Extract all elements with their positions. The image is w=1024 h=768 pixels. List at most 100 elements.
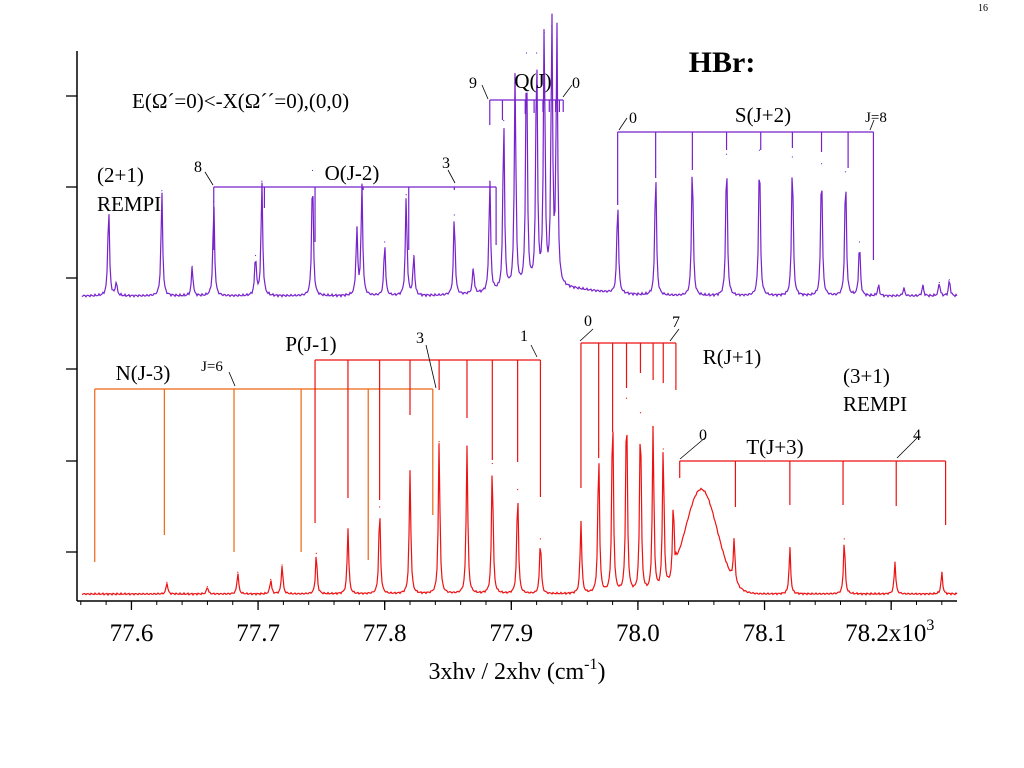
branch-end-label: 3: [416, 330, 424, 347]
spectrum-peak: [543, 32, 545, 34]
spectrum-peak: [503, 119, 505, 122]
spectra: [81, 13, 958, 597]
spectrum-peak: [877, 284, 880, 286]
lower-method-label: REMPI: [843, 392, 907, 416]
spectrum-peak: [270, 578, 272, 581]
branch-label: N(J-3): [116, 361, 171, 385]
slide-number: 16: [978, 3, 988, 14]
spectrum-peak: [379, 506, 381, 508]
spectrum-peak: [472, 268, 474, 270]
spectrum-peak: [361, 184, 363, 186]
spectrum-peak: [347, 528, 349, 530]
spectrum-peak: [413, 254, 415, 257]
branch-end-label: J=6: [201, 359, 223, 375]
end-label-leader: [204, 171, 214, 186]
branch-end-label: 8: [194, 159, 202, 176]
spectrum-peak: [551, 25, 553, 27]
spectrum-peak: [941, 571, 943, 573]
spectrum-peak: [858, 241, 861, 243]
spectrum-peak: [791, 156, 793, 158]
x-tick-label: 77.8: [363, 620, 407, 647]
end-label-leader: [481, 84, 489, 100]
spectrum-peak: [281, 564, 283, 566]
x-axis-label: 3xhν / 2xhν (cm-1): [428, 656, 605, 685]
spectrum-peak: [625, 397, 628, 399]
spectrum-peak: [384, 241, 386, 243]
end-label-leader: [869, 119, 875, 131]
spectrum-peak: [438, 441, 440, 443]
x-tick-label: 78.0: [616, 620, 660, 647]
branch-N: N(J-3) J=6: [94, 359, 434, 562]
spectrum-peak: [725, 153, 728, 155]
branch-O: O(J-2) 8 3: [194, 155, 497, 250]
spectrum-trace-lower: [81, 425, 958, 597]
spectrum-peak: [191, 265, 193, 267]
spectrum-peak: [261, 180, 263, 182]
spectrum-peak: [237, 571, 239, 573]
branch-P: P(J-1) 3 1: [285, 328, 542, 523]
spectrum-peak: [672, 513, 674, 515]
spectrum-peak: [525, 52, 528, 54]
branch-label: P(J-1): [285, 332, 336, 356]
spectrum-peak: [820, 163, 823, 165]
end-label-leader: [562, 84, 573, 98]
end-label-leader: [896, 436, 919, 459]
spectrum-peak: [948, 279, 951, 281]
branch-end-label: 7: [672, 314, 680, 331]
x-tick-label: 78.1: [743, 620, 787, 647]
branch-S: S(J+2) 0 J=8: [617, 103, 887, 260]
x-tick-label: 77.6: [110, 620, 154, 647]
spectrum-trace-upper: [81, 13, 958, 298]
branch-label: T(J+3): [746, 435, 803, 459]
branch-end-label: 0: [572, 75, 580, 92]
spectrum-peak: [161, 190, 163, 192]
spectrum-peak: [356, 227, 358, 230]
branch-label: O(J-2): [325, 161, 380, 185]
spectrum-peak: [115, 281, 117, 284]
branch-end-label: 9: [469, 75, 477, 92]
spectrum-peak: [491, 462, 493, 465]
spectrum-peak: [843, 538, 845, 540]
spectrum-peak: [894, 561, 896, 563]
lower-method-label: (3+1): [843, 364, 890, 388]
branch-end-label: 0: [629, 110, 637, 127]
text-labels: HBr: E(Ω´=0)<-X(Ω´´=0),(0,0) (2+1) REMPI (3+…: [97, 46, 907, 416]
upper-method-label: (2+1): [97, 163, 144, 187]
branch-Q: Q(J) 9 0: [469, 69, 580, 125]
x-tick-label: 77.9: [489, 620, 533, 647]
spectrum-peak: [517, 489, 519, 491]
branch-label: R(J+1): [703, 345, 762, 369]
end-label-leader: [579, 328, 594, 342]
spectrum-peak: [514, 79, 516, 81]
spectrum-peak: [652, 426, 654, 428]
spectrum-peak: [556, 38, 558, 41]
spectrum-peak: [489, 180, 491, 182]
spectrum-peak: [639, 412, 642, 414]
end-label-leader: [228, 371, 236, 387]
chart-title: HBr:: [689, 46, 756, 79]
branch-end-label: 0: [584, 313, 592, 330]
branch-R: R(J+1) 0 7: [579, 313, 762, 488]
branch-end-label: 1: [520, 328, 528, 345]
spectrum-peak: [166, 581, 168, 584]
spectrum-peak: [789, 547, 791, 549]
spectrum-peak: [662, 448, 664, 450]
branch-label: Q(J): [514, 69, 551, 93]
spectrum-peak: [315, 552, 317, 555]
spectrum-peak: [922, 284, 924, 286]
x-tick-label: 77.7: [236, 620, 280, 647]
spectrum-peak: [108, 203, 110, 205]
end-label-leader: [447, 169, 456, 184]
spectrum-peak: [453, 214, 455, 216]
spectrum-peak: [536, 52, 538, 54]
end-label-leader: [425, 344, 437, 389]
spectrum-peak: [405, 194, 407, 196]
end-label-leader: [530, 344, 538, 358]
branch-end-label: 4: [913, 427, 921, 444]
branch-markers: O(J-2) 8 3 Q(J) 9 0 S(J+2) 0 J=8 N(J-3) J=6 P(J-1) 3…: [94, 69, 947, 562]
branch-end-label: J=8: [865, 110, 887, 126]
spectrum-peak: [580, 520, 582, 523]
branch-T: T(J+3) 0 4: [679, 427, 947, 525]
spectrum-peak: [903, 287, 905, 289]
